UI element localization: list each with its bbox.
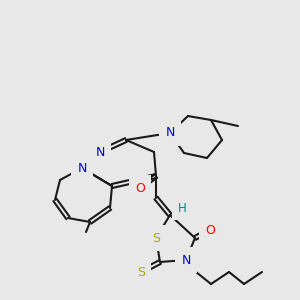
Text: O: O — [205, 224, 215, 236]
Text: O: O — [135, 182, 145, 194]
Text: N: N — [77, 161, 87, 175]
Text: N: N — [165, 127, 175, 140]
Text: N: N — [95, 146, 105, 158]
Text: H: H — [178, 202, 186, 214]
Text: S: S — [152, 232, 160, 244]
Text: N: N — [181, 254, 191, 266]
Text: S: S — [137, 266, 145, 278]
